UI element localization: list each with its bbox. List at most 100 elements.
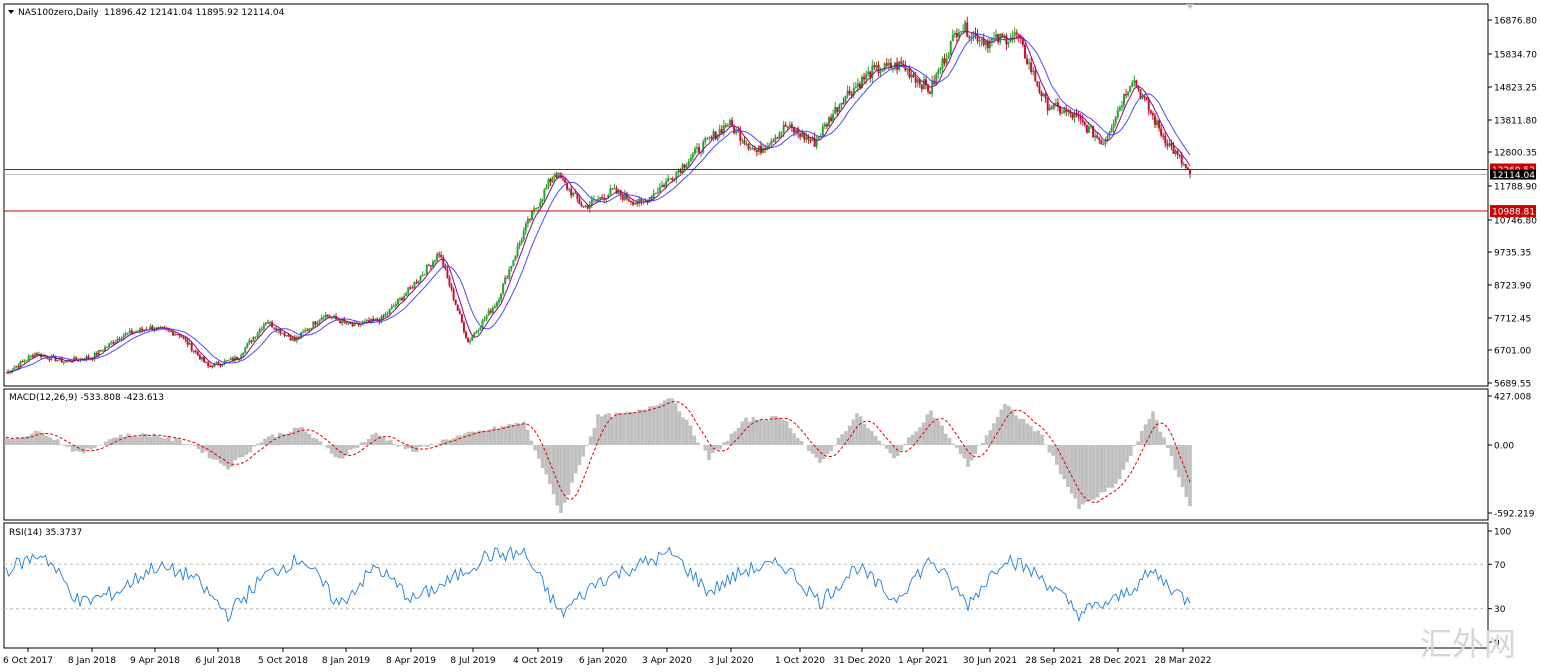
- candle-body: [1106, 136, 1109, 141]
- candle-body: [452, 288, 455, 300]
- candle-body: [881, 70, 884, 72]
- candle-body: [64, 360, 67, 362]
- candle-body: [1135, 80, 1138, 88]
- candle-body: [941, 58, 944, 69]
- candle-body: [792, 127, 795, 133]
- candle-body: [873, 65, 876, 67]
- candle-body: [957, 32, 960, 37]
- candle-body: [749, 148, 752, 150]
- candle-body: [1036, 81, 1039, 86]
- candle-body: [1104, 140, 1107, 145]
- candle-body: [1026, 58, 1029, 64]
- candle-body: [207, 362, 210, 366]
- candle-body: [464, 331, 467, 338]
- candle-body: [170, 330, 173, 332]
- rsi-pane[interactable]: [3, 522, 1489, 649]
- price-tick-label: 7712.45: [1494, 315, 1531, 325]
- candle-body: [924, 79, 927, 86]
- candle-body: [982, 38, 985, 46]
- x-tick-label: 1 Apr 2021: [898, 656, 948, 666]
- candle-body: [825, 124, 828, 127]
- candle-body: [425, 264, 428, 275]
- candle-body: [1061, 112, 1064, 114]
- candle-body: [790, 124, 793, 128]
- candle-body: [599, 197, 602, 200]
- candle-body: [1085, 124, 1088, 133]
- candle-body: [458, 310, 461, 315]
- candle-body: [803, 132, 806, 140]
- candle-body: [489, 310, 492, 313]
- rsi-tick-label: 0: [1494, 639, 1500, 649]
- candle-body: [1048, 107, 1051, 111]
- price-pane[interactable]: [3, 3, 1489, 387]
- candle-body: [683, 164, 686, 168]
- candle-body: [543, 189, 546, 199]
- candle-body: [192, 350, 195, 352]
- candle-body: [190, 343, 193, 351]
- candle-body: [652, 193, 655, 199]
- candle-body: [104, 347, 107, 351]
- candle-body: [879, 71, 882, 74]
- symbol-dropdown-icon[interactable]: [8, 10, 14, 14]
- current-price-label: 12114.04: [1492, 171, 1535, 181]
- candle-body: [467, 337, 470, 343]
- candle-body: [388, 308, 391, 314]
- candle-body: [850, 93, 853, 96]
- candle-body: [689, 158, 692, 162]
- candle-body: [745, 143, 748, 145]
- candle-body: [306, 330, 309, 332]
- candle-body: [442, 257, 445, 268]
- candle-body: [681, 164, 684, 173]
- candle-body: [124, 333, 127, 336]
- candle-body: [97, 350, 100, 356]
- candle-body: [1044, 93, 1047, 99]
- candle-body: [312, 321, 315, 329]
- candle-body: [906, 68, 909, 71]
- candle-body: [483, 319, 486, 321]
- candle-body: [590, 199, 593, 205]
- candle-body: [986, 40, 989, 49]
- candle-body: [75, 357, 78, 360]
- candle-body: [693, 148, 696, 154]
- candle-body: [1098, 137, 1101, 141]
- candle-body: [555, 173, 558, 178]
- candle-body: [295, 337, 298, 341]
- candle-body: [188, 343, 191, 345]
- candle-body: [281, 332, 284, 334]
- candle-body: [254, 336, 257, 338]
- rsi-line: [5, 545, 1191, 623]
- candle-body: [780, 132, 783, 134]
- candle-body: [252, 337, 255, 342]
- candle-body: [731, 120, 734, 127]
- candle-body: [1046, 98, 1049, 111]
- candle-body: [980, 38, 983, 41]
- rsi-tick-label: 70: [1494, 561, 1506, 571]
- x-tick-label: 4 Oct 2019: [513, 656, 563, 666]
- candle-body: [920, 84, 923, 90]
- candle-body: [685, 165, 688, 168]
- candle-body: [953, 32, 956, 35]
- candle-body: [1034, 70, 1037, 82]
- candle-body: [854, 86, 857, 88]
- candle-body: [1114, 117, 1117, 124]
- candle-body: [116, 338, 119, 342]
- price-tick-label: 12800.35: [1494, 149, 1537, 159]
- candle-body: [520, 239, 523, 243]
- candle-body: [1052, 103, 1055, 109]
- candle-body: [246, 343, 249, 348]
- candle-body: [120, 338, 123, 340]
- candle-body: [203, 356, 206, 363]
- macd-pane[interactable]: [3, 388, 1489, 521]
- candle-body: [15, 365, 18, 368]
- price-tick-label: 5689.55: [1494, 380, 1531, 390]
- candle-body: [795, 129, 798, 133]
- price-tick-label: 11788.90: [1494, 183, 1537, 193]
- candle-body: [178, 334, 181, 336]
- chart-shift-marker-icon[interactable]: [1186, 4, 1194, 9]
- candle-body: [718, 129, 721, 135]
- candle-body: [1133, 80, 1136, 83]
- candle-body: [914, 77, 917, 83]
- candle-body: [551, 177, 554, 182]
- candle-body: [1125, 93, 1128, 96]
